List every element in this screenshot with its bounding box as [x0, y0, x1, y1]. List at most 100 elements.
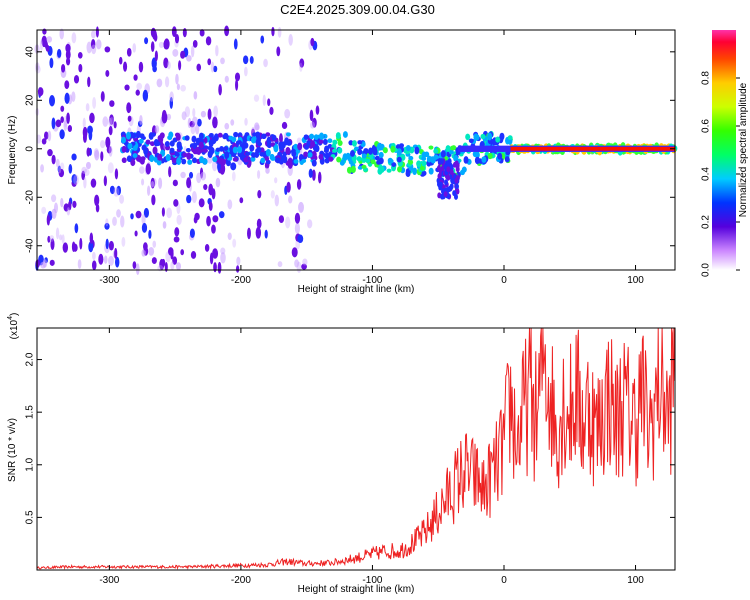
spectrogram-cell: [361, 153, 367, 159]
spectrogram-cell: [176, 214, 182, 225]
spectrogram-cell: [108, 255, 114, 266]
spectrogram-cell: [55, 158, 60, 168]
snr-scale-base: (x10: [9, 319, 20, 339]
spectrogram-cell: [44, 41, 49, 50]
spectrogram-cell: [109, 117, 115, 127]
spectrogram-cell: [237, 140, 243, 145]
spectrogram-cell: [192, 107, 196, 118]
spectrogram-cell: [234, 72, 241, 82]
spectrogram-cell: [472, 150, 478, 158]
spectrogram-cell: [264, 156, 270, 161]
spectrogram-cell: [213, 133, 219, 142]
spectrogram-cell: [414, 146, 420, 155]
spectrogram-cell: [62, 242, 69, 253]
spectrogram-cell: [455, 166, 460, 173]
spectrogram-cell: [323, 148, 329, 153]
spectrogram-cell: [158, 135, 164, 144]
spectrogram-cell: [138, 61, 144, 73]
spectrogram-cell: [361, 164, 367, 169]
spectrogram-cell: [265, 159, 271, 165]
spectrogram-cell: [288, 195, 293, 204]
spectrogram-cell: [159, 258, 165, 270]
spectrogram-cell: [119, 194, 125, 204]
spectrogram-cell: [221, 158, 227, 166]
spectrogram-cell: [81, 170, 86, 181]
spectrogram-cell: [47, 235, 51, 243]
spectrogram-cell: [495, 136, 501, 143]
spectrogram-cell: [180, 50, 186, 59]
colorbar-tick-label: 0.6: [701, 119, 712, 133]
spectrogram-cell: [297, 234, 304, 244]
spectrogram-cell: [236, 256, 241, 266]
spectrogram-cell: [82, 126, 88, 139]
spectrogram-cell: [444, 179, 449, 186]
spectrogram-cell: [186, 54, 192, 62]
spectrogram-cell: [391, 162, 397, 167]
spectrogram-cell: [217, 261, 222, 274]
spectrogram-cell: [125, 131, 131, 140]
spectrogram-cell: [412, 167, 418, 175]
spectrogram-cell: [168, 166, 172, 178]
spectrogram-cell: [162, 221, 167, 229]
spectrogram-cell: [356, 156, 362, 162]
spectrogram-cell: [255, 226, 262, 239]
spectrogram-cell: [175, 262, 182, 271]
chart-title: C2E4.2025.309.00.04.G30: [280, 2, 435, 17]
snr-y-tick-label: 1.5: [25, 405, 36, 419]
spectrogram-cell: [480, 133, 486, 140]
spectrogram-cell: [72, 200, 77, 208]
spectrogram-cell: [249, 144, 255, 152]
spectrogram-cell: [473, 133, 479, 141]
spectrogram-cell: [158, 177, 163, 189]
spectrogram-cell: [71, 241, 76, 252]
spectrogram-cell: [351, 140, 357, 147]
spectrogram-cell: [145, 139, 151, 145]
spectrogram-cell: [65, 49, 71, 60]
spectrogram-cell: [497, 152, 503, 160]
spectrogram-cell: [224, 122, 230, 130]
spectrogram-cell: [291, 247, 298, 258]
spectrogram-cell: [213, 105, 218, 118]
snr-x-tick-label: -200: [231, 575, 251, 586]
spectrogram-cell: [285, 146, 291, 155]
spectrogram-cell: [95, 26, 99, 38]
spectrogram-cell: [452, 190, 457, 197]
spectrogram-x-tick-label: -100: [362, 275, 382, 286]
spectrogram-x-tick-label: 100: [627, 275, 644, 286]
spectrogram-cell: [224, 151, 230, 159]
spectrogram-cell: [451, 145, 457, 151]
spectrogram-cell: [299, 58, 305, 68]
spectrogram-cell: [89, 232, 94, 244]
spectrogram-cell: [342, 153, 348, 162]
spectrogram-cell: [396, 148, 402, 156]
spectrogram-cell: [264, 229, 268, 239]
spectrogram-cell: [218, 211, 225, 219]
spectrogram-cell: [150, 41, 155, 53]
spectrogram-cell: [294, 212, 301, 224]
spectrogram-cell: [174, 227, 180, 237]
spectrogram-cell: [61, 64, 66, 73]
spectrogram-cell: [168, 247, 174, 256]
spectrogram-cell: [252, 132, 258, 137]
spectrogram-cell: [291, 150, 297, 157]
spectrogram-cell: [257, 141, 263, 147]
spectrogram-cell: [281, 121, 288, 130]
spectrogram-cell: [116, 185, 122, 196]
snr-panel: -300 -200 -100 0 100 0.5 1.0 1.5 2.0 Height of …: [7, 313, 676, 595]
spectrogram-cell: [205, 36, 212, 46]
snr-y-ticks: 0.5 1.0 1.5 2.0: [25, 352, 675, 524]
spectrogram-cell: [194, 147, 200, 155]
spectrogram-cell: [215, 147, 221, 152]
snr-scale-close: ): [9, 313, 20, 316]
spectrogram-cell: [318, 171, 322, 184]
spectrogram-cell: [309, 133, 315, 140]
spectrogram-cell: [196, 63, 202, 72]
spectrogram-y-label: Frequency (Hz): [7, 116, 18, 185]
spectrogram-cell: [71, 91, 76, 102]
spectrogram-cell: [322, 138, 328, 145]
spectrogram-cell: [132, 261, 137, 270]
spectrogram-cell: [255, 131, 261, 138]
spectrogram-cell: [224, 75, 229, 83]
spectrogram-cell: [135, 263, 140, 275]
